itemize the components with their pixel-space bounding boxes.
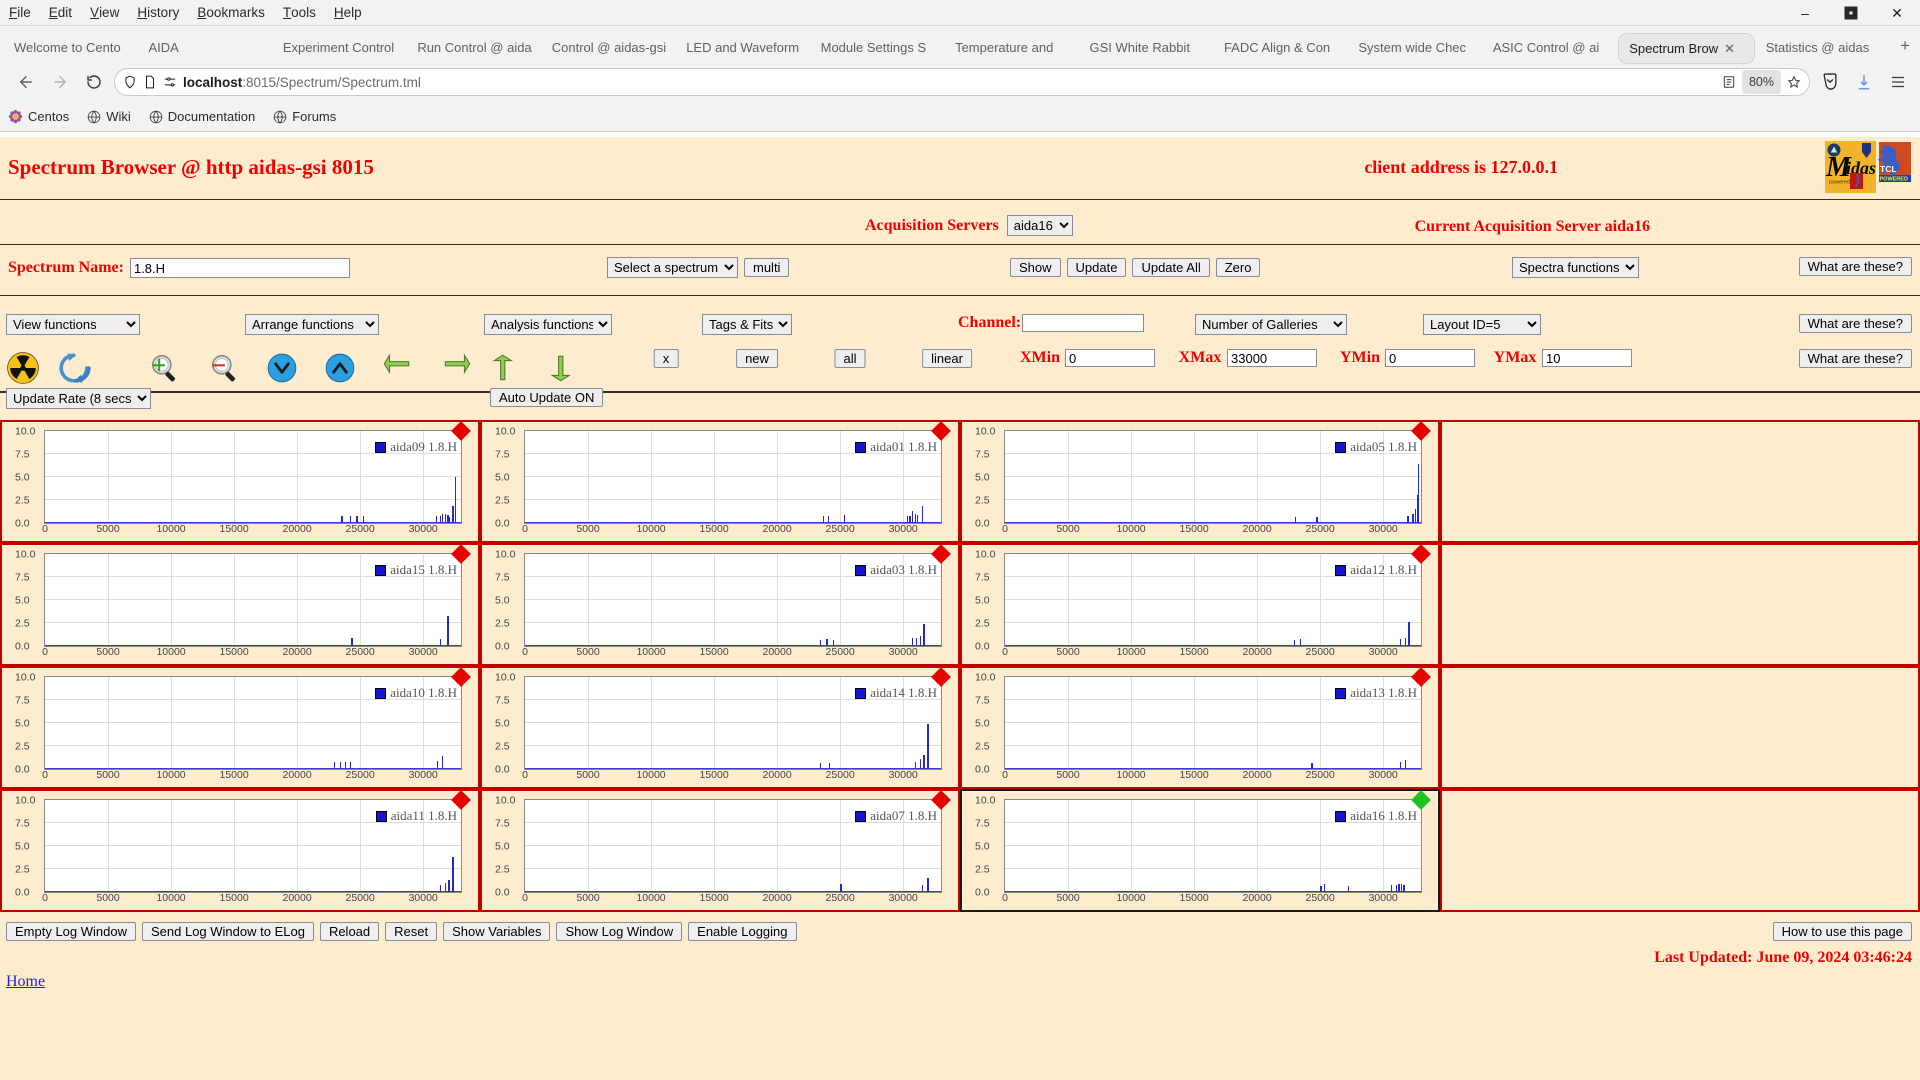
svg-text:TCL: TCL [1880, 164, 1897, 174]
svg-text:POWERED: POWERED [1880, 177, 1908, 183]
